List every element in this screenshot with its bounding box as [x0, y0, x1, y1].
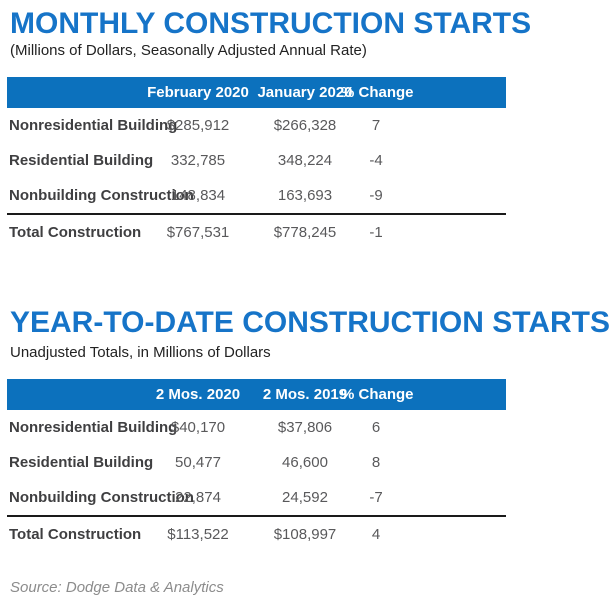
ytd-table-header: 2 Mos. 2020 2 Mos. 2019 % Change [7, 379, 506, 410]
total-divider-line [7, 213, 506, 215]
row-value-col2: 348,224 [277, 152, 333, 169]
row-value-col1: $285,912 [166, 117, 230, 134]
row-value-col2: 163,693 [277, 187, 333, 204]
header-col-pct-change: % Change [341, 84, 414, 101]
ytd-subtitle: Unadjusted Totals, in Millions of Dollar… [10, 344, 271, 361]
row-value-col2: $266,328 [273, 117, 337, 134]
header-col-2mos-2019: 2 Mos. 2019 [262, 386, 348, 403]
row-label: Nonbuilding Construction [9, 489, 194, 506]
total-value-change: 4 [371, 526, 381, 543]
row-value-col2: $37,806 [277, 419, 333, 436]
monthly-table-header: February 2020 January 2020 % Change [7, 77, 506, 108]
table-row: Nonresidential Building $40,170 $37,806 … [7, 410, 506, 445]
row-label: Nonresidential Building [9, 419, 178, 436]
total-value-col1: $113,522 [167, 526, 229, 543]
monthly-subtitle: (Millions of Dollars, Seasonally Adjuste… [10, 42, 367, 59]
row-value-change: 7 [371, 117, 381, 134]
header-col-pct-change: % Change [341, 386, 414, 403]
total-divider-line [7, 515, 506, 517]
source-credit: Source: Dodge Data & Analytics [10, 579, 224, 596]
ytd-table: 2 Mos. 2020 2 Mos. 2019 % Change Nonresi… [7, 379, 506, 552]
row-label: Nonresidential Building [9, 117, 178, 134]
total-row: Total Construction $113,522 $108,997 4 [7, 517, 506, 552]
row-value-change: -4 [369, 152, 383, 169]
row-value-change: 8 [371, 454, 381, 471]
header-col-2mos-2020: 2 Mos. 2020 [155, 386, 241, 403]
row-label: Nonbuilding Construction [9, 187, 194, 204]
total-label: Total Construction [9, 526, 142, 543]
row-value-col1: 50,477 [175, 454, 221, 471]
table-row: Residential Building 50,477 46,600 8 [7, 445, 506, 480]
row-value-col1: $40,170 [170, 419, 226, 436]
total-value-col1: $767,531 [166, 224, 230, 241]
table-row: Nonresidential Building $285,912 $266,32… [7, 108, 506, 143]
monthly-table: February 2020 January 2020 % Change Nonr… [7, 77, 506, 250]
ytd-title: YEAR-TO-DATE CONSTRUCTION STARTS [10, 306, 610, 339]
header-col-february-2020: February 2020 [147, 84, 249, 101]
row-value-col2: 46,600 [282, 454, 328, 471]
header-col-january-2020: January 2020 [257, 84, 353, 101]
row-value-change: -9 [369, 187, 383, 204]
monthly-title: MONTHLY CONSTRUCTION STARTS [10, 7, 532, 40]
row-value-col1: 148,834 [170, 187, 226, 204]
total-value-change: -1 [369, 224, 383, 241]
row-label: Residential Building [9, 152, 154, 169]
row-label: Residential Building [9, 454, 154, 471]
total-value-col2: $778,245 [273, 224, 337, 241]
row-value-col2: 24,592 [282, 489, 328, 506]
row-value-col1: 332,785 [170, 152, 226, 169]
total-row: Total Construction $767,531 $778,245 -1 [7, 215, 506, 250]
row-value-col1: 22,874 [175, 489, 221, 506]
table-row: Nonbuilding Construction 22,874 24,592 -… [7, 480, 506, 515]
total-label: Total Construction [9, 224, 142, 241]
table-row: Residential Building 332,785 348,224 -4 [7, 143, 506, 178]
row-value-change: 6 [371, 419, 381, 436]
total-value-col2: $108,997 [273, 526, 337, 543]
table-row: Nonbuilding Construction 148,834 163,693… [7, 178, 506, 213]
row-value-change: -7 [369, 489, 383, 506]
